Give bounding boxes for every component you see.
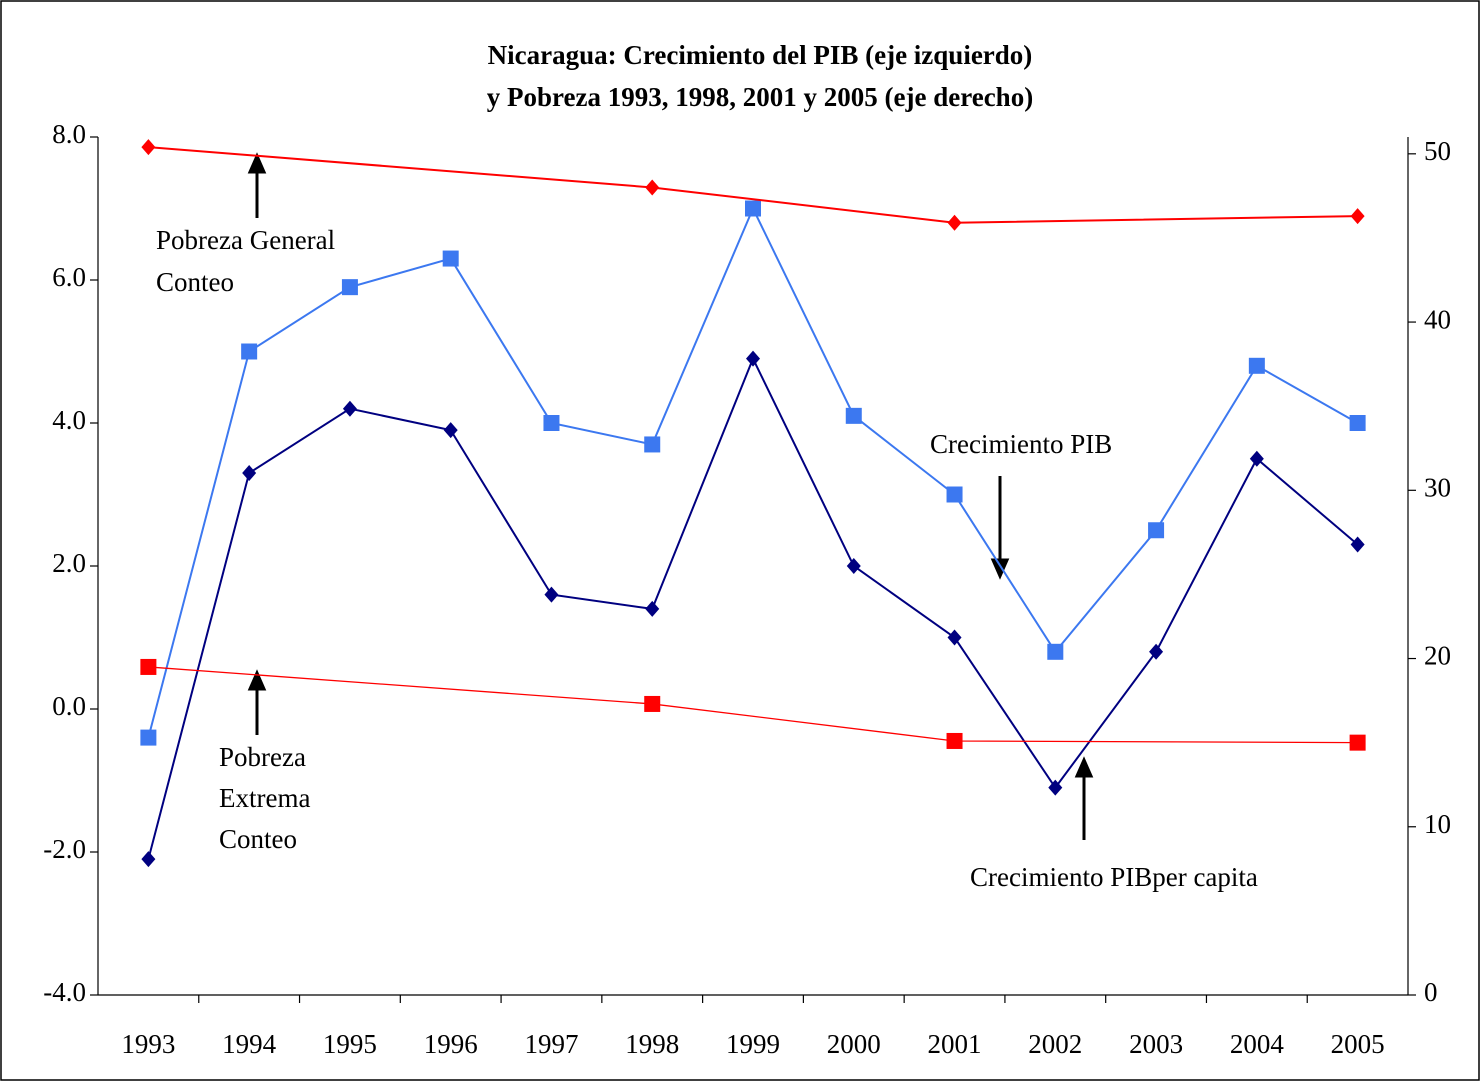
marker — [341, 279, 358, 296]
y-tick-label: -4.0 — [43, 977, 86, 1007]
marker — [342, 400, 357, 417]
marker — [746, 350, 760, 367]
x-tick-label: 1994 — [222, 1029, 277, 1059]
marker — [946, 732, 963, 749]
marker — [845, 407, 862, 424]
marker — [645, 179, 660, 196]
y2-tick-label: 30 — [1424, 472, 1451, 502]
chart-title: Nicaragua: Crecimiento del PIB (eje izqu… — [488, 40, 1033, 70]
annotation: Crecimiento PIBper capita — [970, 862, 1258, 892]
x-tick-label: 1993 — [121, 1029, 175, 1059]
y2-tick-label: 20 — [1424, 641, 1451, 671]
marker — [1149, 643, 1164, 660]
marker — [644, 695, 661, 712]
x-tick-label: 2000 — [827, 1029, 881, 1059]
marker — [140, 729, 157, 746]
marker — [645, 600, 660, 617]
y2-tick-label: 10 — [1424, 809, 1451, 839]
y-tick-label: 0.0 — [52, 691, 86, 721]
annotation: Conteo — [156, 267, 234, 297]
marker — [241, 343, 258, 360]
marker — [443, 422, 458, 439]
y2-tick-label: 50 — [1424, 136, 1451, 166]
x-tick-label: 2001 — [928, 1029, 982, 1059]
x-tick-label: 2002 — [1028, 1029, 1082, 1059]
series-line — [148, 666, 1358, 744]
arrows — [247, 152, 1094, 840]
marker — [1047, 643, 1064, 660]
x-tick-label: 2003 — [1129, 1029, 1183, 1059]
x-tick-label: 1999 — [726, 1029, 780, 1059]
marker — [242, 465, 257, 482]
marker — [543, 415, 560, 431]
marker — [141, 139, 156, 156]
marker — [1350, 536, 1365, 553]
marker — [1350, 208, 1365, 225]
marker — [1349, 415, 1366, 431]
annotation: Crecimiento PIB — [930, 429, 1112, 459]
x-tick-label: 1997 — [524, 1029, 578, 1059]
annotation: Conteo — [219, 824, 297, 854]
marker — [1248, 357, 1265, 374]
marker — [442, 250, 459, 267]
annotation: Pobreza General — [156, 225, 335, 255]
x-tick-label: 1998 — [625, 1029, 679, 1059]
annotation: Extrema — [219, 783, 310, 813]
y2-tick-label: 40 — [1424, 304, 1451, 334]
y-tick-label: 6.0 — [52, 262, 86, 292]
marker — [1048, 779, 1063, 796]
y-tick-label: 8.0 — [52, 119, 86, 149]
y-tick-label: -2.0 — [43, 834, 86, 864]
marker — [1349, 734, 1366, 751]
marker — [544, 586, 559, 603]
x-tick-label: 2005 — [1331, 1029, 1385, 1059]
x-tick-label: 1995 — [323, 1029, 377, 1059]
annotations: Pobreza General Conteo Pobreza Extrema C… — [156, 152, 1258, 892]
series-line — [148, 146, 1358, 224]
y2-tick-label: 0 — [1424, 977, 1438, 1007]
annotation: Pobreza — [219, 742, 306, 772]
y-tick-label: 2.0 — [52, 548, 86, 578]
marker — [946, 486, 963, 503]
marker — [846, 558, 861, 574]
marker — [140, 658, 157, 675]
marker — [1148, 522, 1165, 539]
marker — [745, 200, 761, 217]
marker — [1249, 450, 1264, 467]
marker — [644, 436, 661, 453]
y-tick-label: 4.0 — [52, 405, 86, 435]
x-tick-label: 1996 — [424, 1029, 478, 1059]
marker — [947, 629, 962, 646]
chart-subtitle: y Pobreza 1993, 1998, 2001 y 2005 (eje d… — [487, 82, 1033, 112]
marker — [141, 851, 156, 868]
x-tick-label: 2004 — [1230, 1029, 1285, 1059]
marker — [947, 214, 962, 231]
